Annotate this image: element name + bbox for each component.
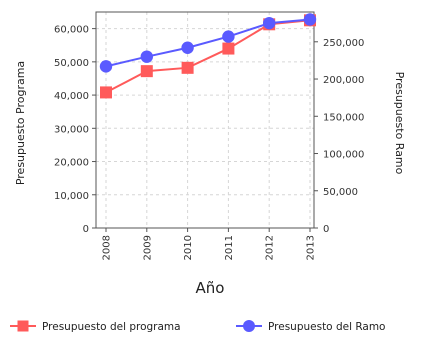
right-tick-label: 150,000 [323,112,364,123]
right-tick-label: 200,000 [323,75,364,86]
left-tick-label: 20,000 [54,158,89,169]
left-tick-label: 40,000 [54,91,89,102]
legend-item-ramo: Presupuesto del Ramo [236,320,385,333]
data-point-programa [100,86,112,99]
legend-item-programa: Presupuesto del programa [10,320,181,333]
x-axis-title: Año [196,279,225,297]
data-point-ramo [263,16,276,30]
legend-label-programa: Presupuesto del programa [42,321,181,333]
left-tick-label: 0 [83,224,89,235]
data-point-ramo [222,30,235,43]
right-tick-label: 100,000 [323,150,364,161]
right-tick-label: 0 [323,224,329,235]
series-line-programa [105,19,311,94]
right-axis-title: Presupuesto Ramo [393,72,406,175]
right-tick-label: 250,000 [323,38,364,49]
x-tick-label: 2010 [183,235,194,260]
x-tick-label: 2012 [265,235,276,260]
left-axis-title: Presupuesto Programa [14,61,27,185]
series-line-ramo [105,18,311,68]
left-tick-label: 10,000 [54,191,89,202]
legend-marker-circle [243,320,255,332]
x-tick-label: 2013 [306,235,317,260]
legend-marker-square [17,320,29,332]
left-axis-ticks: 0 10,000 20,000 30,000 40,000 50,000 60,000 [54,25,96,235]
x-axis-ticks: 2008 2009 2010 2011 2012 2013 [102,228,317,260]
right-axis-ticks: 0 50,000 100,000 150,000 200,000 250,000 [314,38,364,235]
legend: Presupuesto del programa Presupuesto del… [10,320,385,333]
x-tick-label: 2008 [102,235,113,260]
legend-label-ramo: Presupuesto del Ramo [268,321,385,333]
data-point-ramo [181,41,194,54]
data-point-ramo [99,60,113,73]
x-tick-label: 2011 [224,235,235,260]
left-tick-label: 30,000 [54,124,89,135]
data-point-programa [222,42,235,55]
data-point-programa [140,65,153,78]
x-tick-label: 2009 [142,235,153,260]
series-layer [99,13,317,99]
right-tick-label: 50,000 [323,187,358,198]
left-tick-label: 60,000 [54,25,89,36]
left-tick-label: 50,000 [54,58,89,69]
data-point-ramo [140,50,153,63]
data-point-programa [181,61,194,74]
plot-frame [95,11,315,229]
data-point-ramo [303,13,317,26]
grid-lines [96,12,314,229]
